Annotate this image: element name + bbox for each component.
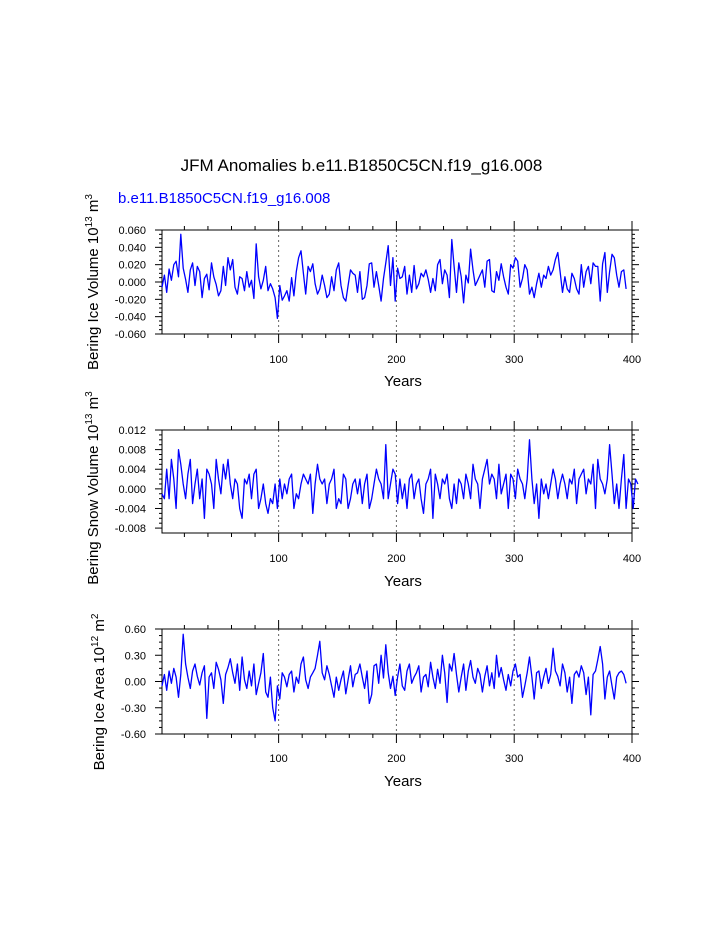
y-tick-label: -0.020 [115, 294, 146, 306]
x-tick-label: 200 [387, 553, 405, 565]
y-tick-label: 0.60 [125, 624, 146, 636]
x-axis-label: Years [384, 573, 422, 590]
x-tick-label: 200 [387, 753, 405, 765]
y-axis-label-exponent: 13 [84, 216, 95, 228]
x-tick-label: 400 [623, 354, 641, 366]
y-tick-label: 0.060 [118, 225, 146, 237]
data-series-line-1 [161, 633, 627, 722]
y-axis-label-unit-exponent: 3 [84, 391, 95, 397]
x-tick-label: 100 [269, 553, 287, 565]
y-tick-label: 0.020 [118, 260, 146, 272]
x-tick-label: 400 [623, 753, 641, 765]
x-tick-label: 300 [505, 553, 523, 565]
chart-panel-2: 100 200 300 400 -0.008 -0.004 0.000 0.004 0.008 0… [84, 391, 641, 590]
y-axis-label-exponent: 12 [90, 635, 101, 647]
y-axis-label-text: Bering Ice Volume 10 [85, 227, 102, 370]
y-tick-label: -0.004 [115, 503, 146, 515]
y-tick-label: 0.000 [118, 484, 146, 496]
series-legend-label: b.e11.B1850C5CN.f19_g16.008 [118, 190, 331, 207]
y-tick-label: 0.040 [118, 242, 146, 254]
y-axis-label-unit: m [91, 619, 108, 636]
data-series-line-1 [161, 439, 639, 519]
y-axis-label-unit-exponent: 2 [90, 613, 101, 619]
x-tick-label: 300 [505, 354, 523, 366]
y-tick-label: 0.000 [118, 277, 146, 289]
plot-frame [161, 429, 633, 534]
y-axis-label-unit: m [85, 397, 102, 414]
y-tick-label: 0.012 [118, 425, 146, 437]
x-tick-label: 400 [623, 553, 641, 565]
y-tick-label: -0.060 [115, 329, 146, 341]
y-axis-label-text: Bering Snow Volume 10 [85, 425, 102, 585]
x-axis-label: Years [384, 373, 422, 390]
x-tick-label: 100 [269, 354, 287, 366]
x-tick-label: 100 [269, 753, 287, 765]
y-tick-label: -0.008 [115, 523, 146, 535]
y-axis-label-unit-exponent: 3 [84, 194, 95, 200]
chart-panel-3: 100 200 300 400 -0.60 -0.30 0.00 0.30 0.60 Years B… [90, 613, 641, 790]
y-tick-label: -0.040 [115, 312, 146, 324]
x-axis-label: Years [384, 773, 422, 790]
y-axis-label-exponent: 13 [84, 413, 95, 425]
y-tick-label: 0.30 [125, 650, 146, 662]
chart-panel-1: 100 200 300 400 -0.060 -0.040 -0.020 0.000 0.020… [84, 194, 641, 390]
y-tick-label: 0.008 [118, 445, 146, 457]
y-tick-label: 0.00 [125, 677, 146, 689]
y-axis-label-text: Bering Ice Area 10 [91, 647, 108, 770]
chart-main-title: JFM Anomalies b.e11.B1850C5CN.f19_g16.00… [180, 156, 543, 175]
y-axis-label: Bering Ice Area 1012 m2 [90, 613, 108, 770]
y-axis-label: Bering Ice Volume 1013 m3 [84, 194, 102, 370]
x-tick-label: 200 [387, 354, 405, 366]
y-axis-label-unit: m [85, 200, 102, 217]
y-axis-label: Bering Snow Volume 1013 m3 [84, 391, 102, 585]
x-tick-label: 300 [505, 753, 523, 765]
y-tick-label: 0.004 [118, 464, 146, 476]
y-tick-label: -0.60 [121, 729, 146, 741]
y-tick-label: -0.30 [121, 703, 146, 715]
data-series-line-1 [161, 233, 627, 320]
